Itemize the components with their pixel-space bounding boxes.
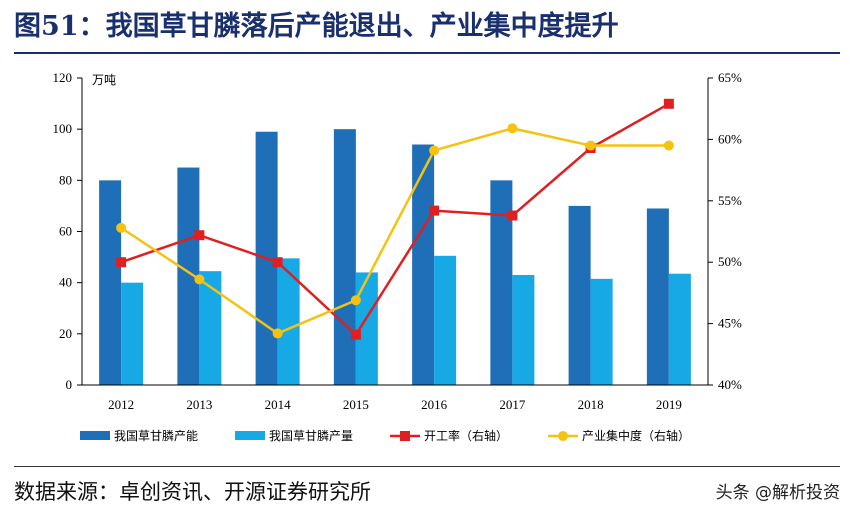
x-tick-label: 2012 [108, 397, 134, 412]
right-tick-label: 65% [718, 70, 742, 85]
point-concentration-2017 [507, 123, 518, 134]
point-utilization-2016 [429, 205, 440, 216]
right-tick-label: 50% [718, 254, 742, 269]
x-tick-label: 2013 [186, 397, 212, 412]
title-divider [14, 52, 840, 54]
left-tick-label: 120 [53, 70, 73, 85]
point-concentration-2013 [194, 274, 205, 285]
x-tick-label: 2015 [343, 397, 369, 412]
legend-marker-3 [558, 431, 568, 441]
left-tick-label: 0 [66, 377, 73, 392]
point-utilization-2012 [116, 257, 127, 268]
bar-capacity-2018 [568, 205, 591, 385]
bar-capacity-2012 [99, 180, 122, 385]
line-utilization [120, 102, 670, 337]
source-note: 数据来源：卓创资讯、开源证券研究所 [14, 480, 371, 504]
right-tick-label: 40% [718, 377, 742, 392]
point-concentration-2012 [116, 222, 127, 233]
x-tick-label: 2018 [578, 397, 604, 412]
legend-marker-2 [400, 431, 410, 441]
bar-output-2012 [121, 282, 144, 385]
bars-layer [99, 129, 691, 385]
legend-swatch-1 [235, 431, 265, 440]
watermark-text: 头条 @解析投资 [715, 483, 840, 503]
legend: 我国草甘膦产能 我国草甘膦产量 开工率（右轴） 产业集中度（右轴） [80, 428, 690, 443]
x-tick-label: 2016 [421, 397, 448, 412]
left-tick-label: 100 [53, 121, 73, 136]
point-concentration-2019 [663, 140, 674, 151]
left-tick-label: 20 [59, 326, 72, 341]
bar-capacity-2019 [646, 208, 669, 385]
bar-capacity-2017 [490, 180, 513, 385]
point-concentration-2015 [350, 295, 361, 306]
line-concentration [120, 127, 669, 335]
axes-layer: 0 20 40 60 80 100 120 万吨 40% 45% 50% 55% 60% 65% 2012 2… [53, 70, 743, 412]
right-tick-label: 60% [718, 131, 742, 146]
point-utilization-2019 [663, 98, 674, 109]
legend-label-0: 我国草甘膦产能 [114, 428, 198, 443]
right-tick-label: 55% [718, 193, 742, 208]
left-tick-label: 60 [59, 224, 72, 239]
x-tick-label: 2017 [499, 397, 526, 412]
source-divider [14, 466, 840, 467]
bar-output-2017 [512, 274, 535, 385]
lines-layer [116, 98, 674, 340]
bar-output-2015 [355, 272, 378, 385]
left-tick-label: 80 [59, 172, 72, 187]
x-tick-label: 2019 [656, 397, 682, 412]
point-concentration-2014 [272, 328, 283, 339]
legend-label-1: 我国草甘膦产量 [269, 428, 353, 443]
bar-capacity-2016 [412, 144, 435, 385]
point-utilization-2017 [507, 210, 518, 221]
left-tick-label: 40 [59, 275, 72, 290]
point-concentration-2016 [429, 145, 440, 156]
right-tick-label: 45% [718, 316, 742, 331]
bar-capacity-2015 [333, 129, 356, 385]
chart-title: 图51：我国草甘膦落后产能退出、产业集中度提升 [14, 11, 619, 42]
point-concentration-2018 [585, 140, 596, 151]
bar-output-2013 [199, 271, 222, 385]
bar-output-2019 [668, 273, 691, 385]
point-utilization-2015 [350, 329, 361, 340]
x-tick-label: 2014 [265, 397, 292, 412]
legend-label-2: 开工率（右轴） [424, 428, 508, 443]
point-utilization-2013 [194, 230, 205, 241]
left-axis-unit: 万吨 [92, 73, 116, 87]
legend-swatch-0 [80, 431, 110, 440]
bar-output-2014 [277, 258, 300, 385]
legend-label-3: 产业集中度（右轴） [582, 428, 690, 443]
bar-capacity-2013 [177, 167, 200, 385]
point-utilization-2014 [272, 257, 283, 268]
bar-output-2016 [434, 255, 457, 385]
bar-output-2018 [590, 278, 613, 385]
